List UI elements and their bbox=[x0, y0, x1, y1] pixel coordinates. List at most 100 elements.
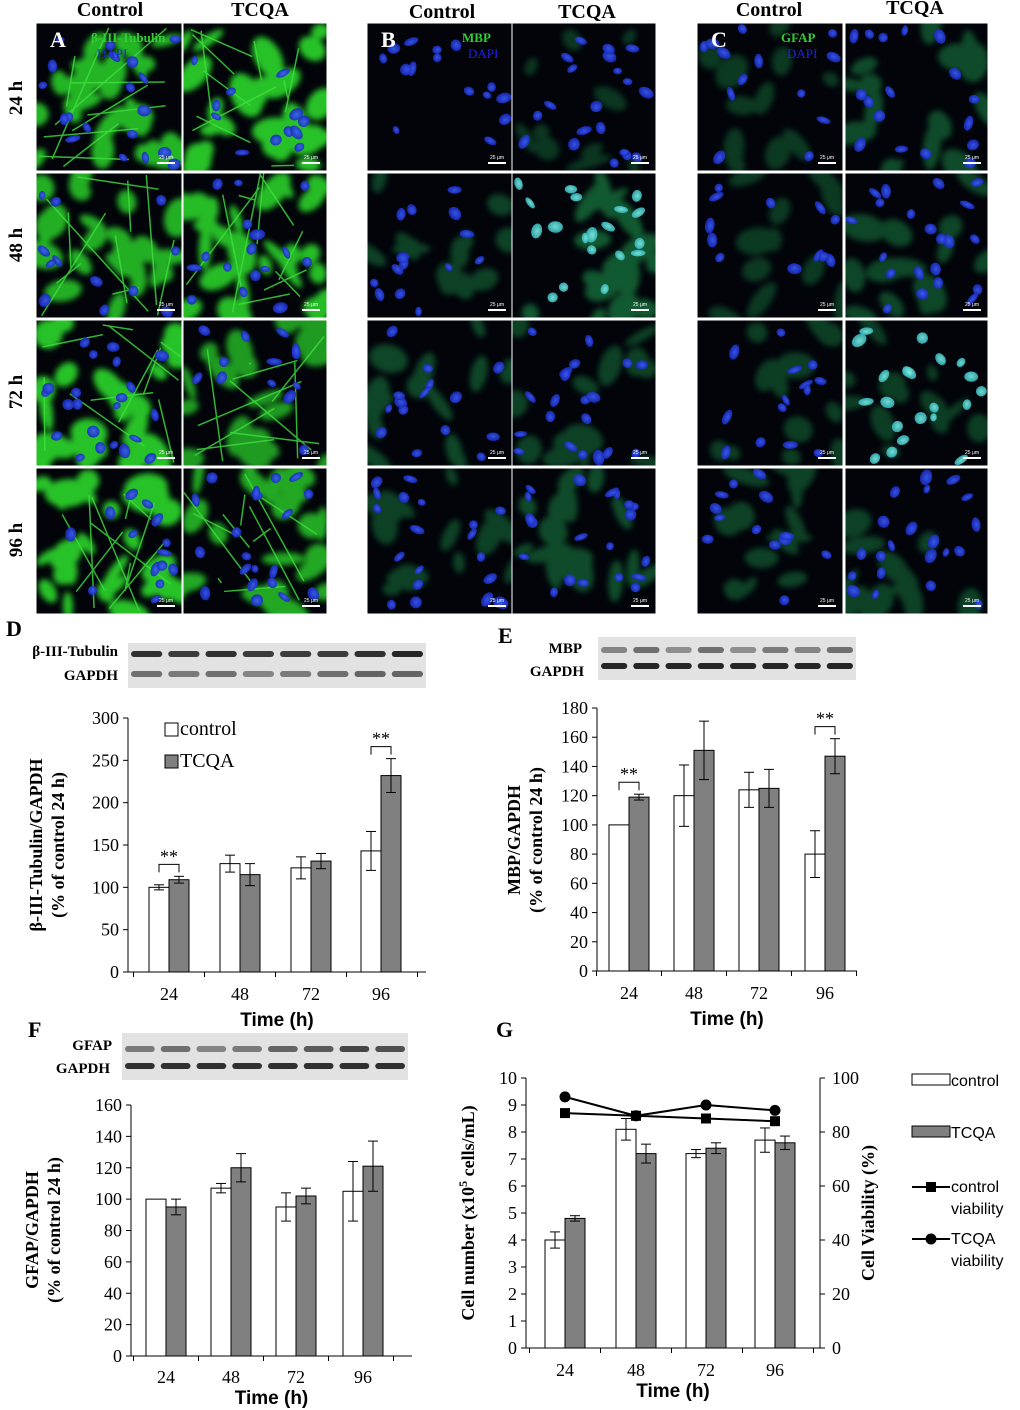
micrograph-border bbox=[511, 467, 657, 615]
micrograph-panel-B: 25 μm 25 μm 25 μm 25 μm 25 μm 25 μm 25 μm 25 μm… bbox=[366, 22, 657, 615]
bar-control-72 bbox=[290, 867, 312, 973]
micrograph-content bbox=[514, 173, 656, 318]
y-tick-label: 0 bbox=[579, 961, 588, 981]
scale-bar-label: 25 μm bbox=[159, 598, 173, 604]
x-axis-title: Time (h) bbox=[636, 1381, 710, 1402]
nuclei bbox=[846, 469, 983, 610]
x-tick-label: 48 bbox=[222, 1367, 240, 1387]
blot-band bbox=[205, 651, 237, 657]
green-stain bbox=[845, 509, 982, 614]
y-tick-label: 160 bbox=[95, 1095, 122, 1115]
green-stain bbox=[845, 320, 988, 458]
micrograph-border bbox=[182, 172, 328, 319]
bar-tcqa-96 bbox=[362, 1165, 384, 1357]
nuclei bbox=[191, 55, 310, 156]
bar-tcqa-72 bbox=[758, 787, 780, 972]
micrograph-content bbox=[36, 469, 182, 614]
micrograph-border bbox=[696, 467, 844, 615]
micrograph-panel-C: 25 μm 25 μm 25 μm 25 μm 25 μm 25 μm 25 μm 25 μm… bbox=[696, 22, 989, 615]
legend-G: control TCQA control viability TCQA viability bbox=[911, 1073, 1003, 1270]
legend-marker-circle bbox=[925, 1233, 937, 1245]
micrograph-B-96h-tcqa: 25 μm bbox=[511, 467, 657, 615]
blot-F-row-label-1: GFAP bbox=[72, 1038, 112, 1054]
nuclei bbox=[369, 185, 485, 317]
y-tick-label: 8 bbox=[508, 1122, 517, 1142]
scale-bar-label: 25 μm bbox=[159, 302, 173, 308]
blot-band bbox=[826, 663, 853, 669]
bar-tcqa-24 bbox=[165, 1206, 187, 1357]
y-tick-label: 100 bbox=[92, 877, 119, 897]
bar-control-24 bbox=[145, 1198, 167, 1357]
y2-tick-label: 20 bbox=[832, 1284, 850, 1304]
line-tcqa-viability bbox=[564, 1095, 776, 1117]
micrograph-border bbox=[696, 22, 844, 172]
x-tick-label: 24 bbox=[620, 983, 638, 1003]
marker-circle bbox=[630, 1110, 642, 1122]
micrograph-A-48h-control: 25 μm bbox=[35, 172, 183, 319]
green-stain bbox=[845, 173, 988, 318]
neurite-processes bbox=[190, 28, 300, 167]
blot-band bbox=[633, 663, 660, 669]
micrograph-B-72h-control: 25 μm bbox=[366, 319, 514, 467]
scale-bar-label: 25 μm bbox=[965, 450, 979, 456]
legend-swatch-control bbox=[911, 1073, 951, 1086]
blot-E-row-label-1: MBP bbox=[549, 641, 582, 657]
x-tick-label: 72 bbox=[697, 1360, 715, 1380]
blot-band bbox=[268, 1063, 298, 1069]
scale-bar-label: 25 μm bbox=[159, 155, 173, 161]
scale-bar-label: 25 μm bbox=[820, 598, 834, 604]
nuclei bbox=[851, 327, 987, 466]
micrograph-border bbox=[844, 22, 989, 172]
micrograph-C-96h-tcqa: 25 μm bbox=[844, 467, 989, 615]
blot-band bbox=[168, 651, 200, 657]
blot-membrane bbox=[122, 1033, 408, 1080]
col-header-C-control: Control bbox=[736, 0, 803, 21]
micrograph-content bbox=[36, 320, 182, 466]
scale-bar-label: 25 μm bbox=[820, 155, 834, 161]
nuclei bbox=[192, 325, 309, 456]
blot-band bbox=[280, 651, 312, 657]
y-tick-label: 300 bbox=[92, 708, 119, 728]
micrograph-border bbox=[696, 319, 844, 467]
blot-band bbox=[303, 1063, 334, 1069]
scale-bar-label: 25 μm bbox=[304, 450, 318, 456]
micrograph-content bbox=[36, 173, 182, 318]
blot-band bbox=[794, 647, 821, 653]
bar-tcqa-72 bbox=[310, 860, 332, 973]
panel-letter-D: D bbox=[6, 616, 22, 641]
x-tick-label: 24 bbox=[160, 984, 178, 1004]
y-tick-label: 3 bbox=[508, 1257, 517, 1277]
micrograph-C-72h-tcqa: 25 μm bbox=[844, 319, 989, 467]
y-tick-label: 6 bbox=[508, 1176, 517, 1196]
counterstain-label-A: DAPI bbox=[97, 46, 127, 61]
bar-control-72 bbox=[685, 1153, 707, 1349]
bar-tcqa-72 bbox=[705, 1147, 727, 1349]
blot-D-row-label-1: β-III-Tubulin bbox=[32, 644, 118, 660]
micrograph-B-48h-tcqa: 25 μm bbox=[511, 172, 657, 319]
blot-E-image bbox=[598, 637, 856, 680]
micrograph-content bbox=[36, 27, 182, 170]
bar-tcqa-48 bbox=[239, 874, 261, 973]
micrograph-panel-A: 25 μm 25 μm 25 μm 25 μm 25 μm 25 μm 25 μm 25 μm… bbox=[35, 22, 328, 615]
blot-band bbox=[205, 671, 237, 677]
y-tick-label: 9 bbox=[508, 1095, 517, 1115]
legend-label-control: control bbox=[180, 718, 237, 740]
micrograph-content bbox=[183, 23, 327, 171]
blot-membrane bbox=[598, 637, 856, 680]
micrograph-content bbox=[698, 23, 841, 171]
blot-band bbox=[339, 1046, 370, 1052]
significance-bracket bbox=[618, 781, 640, 791]
col-header-B-control: Control bbox=[409, 1, 476, 23]
micrograph-A-72h-tcqa: 25 μm bbox=[182, 319, 328, 467]
y-tick-label: 80 bbox=[570, 844, 588, 864]
blot-band bbox=[131, 671, 163, 677]
y-axis-title: MBP/GAPDH (% of control 24 h) bbox=[504, 767, 547, 913]
micrograph-C-24h-control: 25 μm bbox=[696, 22, 844, 172]
blot-band bbox=[826, 647, 853, 653]
micrograph-border bbox=[182, 467, 328, 615]
x-tick-label: 24 bbox=[556, 1360, 574, 1380]
nuclei bbox=[699, 24, 841, 165]
panel-letter-A: A bbox=[50, 27, 66, 52]
chart-E: 0 20 40 60 80 100 120 140 160 180 24 48 72 96 ** ** Time… bbox=[504, 698, 857, 1030]
y-tick-label: 50 bbox=[101, 920, 119, 940]
